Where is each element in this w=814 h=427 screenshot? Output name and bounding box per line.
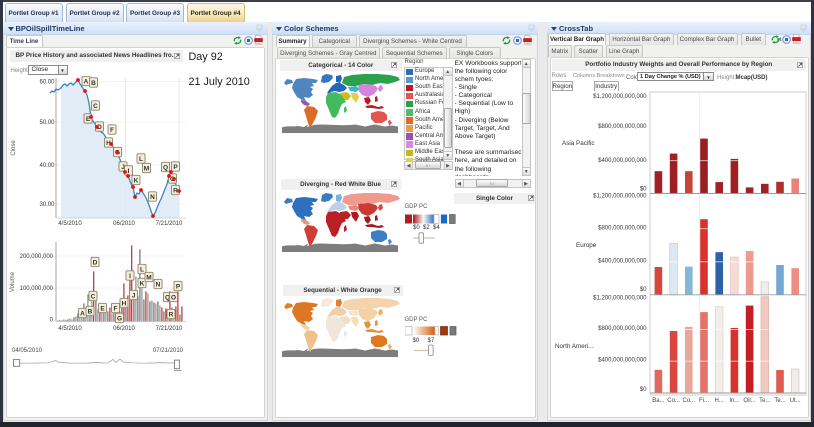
svg-text:$800,000,000,000: $800,000,000,000	[598, 226, 647, 232]
svg-text:200,000,000: 200,000,000	[20, 254, 54, 260]
svg-text:E: E	[86, 116, 91, 123]
svg-text:C: C	[93, 103, 98, 110]
svg-text:Co...: Co...	[682, 398, 695, 404]
svg-text:04/05/2010: 04/05/2010	[12, 348, 43, 354]
svg-text:L: L	[140, 266, 144, 273]
svg-text:C: C	[91, 293, 96, 300]
svg-text:Europe: Europe	[576, 242, 597, 249]
svg-text:Co...: Co...	[667, 398, 680, 404]
svg-text:A: A	[84, 78, 89, 85]
svg-text:0: 0	[50, 318, 54, 324]
svg-text:30.00: 30.00	[39, 202, 55, 208]
svg-text:North Ameri...: North Ameri...	[555, 343, 594, 350]
svg-text:4/5/2010: 4/5/2010	[58, 326, 82, 332]
svg-text:O: O	[171, 294, 176, 301]
svg-text:G: G	[117, 315, 122, 322]
svg-text:M: M	[144, 165, 149, 172]
svg-text:Volume: Volume	[10, 271, 16, 292]
svg-text:$1,200,000,000,000: $1,200,000,000,000	[593, 296, 647, 302]
svg-text:J: J	[121, 164, 125, 171]
svg-text:B: B	[91, 80, 96, 87]
svg-text:$1,200,000,000,000: $1,200,000,000,000	[593, 94, 647, 100]
svg-text:P: P	[173, 164, 178, 171]
svg-text:Ba...: Ba...	[652, 398, 665, 404]
svg-text:$800,000,000,000: $800,000,000,000	[598, 124, 647, 130]
svg-text:Fi...: Fi...	[699, 398, 709, 404]
svg-text:I: I	[128, 168, 130, 175]
svg-text:Te...: Te...	[774, 398, 786, 404]
svg-text:Q: Q	[165, 294, 170, 301]
svg-text:E: E	[100, 305, 105, 312]
svg-text:Ut...: Ut...	[790, 398, 801, 404]
svg-text:J: J	[132, 292, 136, 299]
svg-text:B: B	[88, 308, 93, 315]
svg-text:$800,000,000,000: $800,000,000,000	[598, 326, 647, 332]
svg-text:In...: In...	[729, 398, 739, 404]
svg-text:H...: H...	[715, 398, 725, 404]
svg-text:P: P	[176, 283, 181, 290]
svg-text:F: F	[110, 127, 114, 134]
svg-text:$0: $0	[640, 287, 647, 293]
svg-text:H: H	[122, 300, 127, 307]
svg-text:06/2010: 06/2010	[113, 326, 135, 332]
svg-text:D: D	[97, 124, 102, 131]
svg-text:$400,000,000,000: $400,000,000,000	[598, 357, 647, 363]
svg-text:06/2010: 06/2010	[113, 221, 135, 227]
svg-text:7/21/2010: 7/21/2010	[156, 326, 183, 332]
svg-text:Oil...: Oil...	[743, 398, 756, 404]
svg-text:50.00: 50.00	[39, 120, 55, 126]
svg-text:4/5/2010: 4/5/2010	[58, 221, 82, 227]
svg-text:R: R	[173, 187, 178, 194]
svg-text:H: H	[106, 140, 111, 147]
svg-text:$0: $0	[640, 187, 647, 193]
svg-text:7/21/2010: 7/21/2010	[156, 221, 183, 227]
svg-text:R: R	[169, 311, 174, 318]
svg-text:100,000,000: 100,000,000	[20, 286, 54, 292]
svg-text:$400,000,000,000: $400,000,000,000	[598, 158, 647, 164]
svg-text:F: F	[114, 305, 118, 312]
svg-text:$400,000,000,000: $400,000,000,000	[598, 259, 647, 265]
svg-text:N: N	[156, 281, 161, 288]
svg-text:N: N	[150, 194, 155, 201]
svg-text:D: D	[93, 259, 98, 266]
svg-text:07/21/2010: 07/21/2010	[153, 348, 184, 354]
svg-text:60.00: 60.00	[39, 80, 55, 86]
svg-text:I: I	[129, 273, 131, 280]
svg-text:Asia Pacific: Asia Pacific	[562, 140, 595, 147]
svg-text:K: K	[140, 280, 145, 287]
svg-text:Close: Close	[11, 140, 17, 156]
svg-text:$1,200,000,000,000: $1,200,000,000,000	[593, 194, 647, 200]
svg-text:$0: $0	[640, 387, 647, 393]
svg-text:40.00: 40.00	[39, 163, 55, 169]
svg-text:M: M	[146, 274, 151, 281]
svg-text:K: K	[134, 177, 139, 184]
svg-text:A: A	[80, 310, 85, 317]
svg-text:Te...: Te...	[759, 398, 771, 404]
svg-text:Q: Q	[163, 164, 168, 171]
svg-text:L: L	[139, 156, 143, 163]
